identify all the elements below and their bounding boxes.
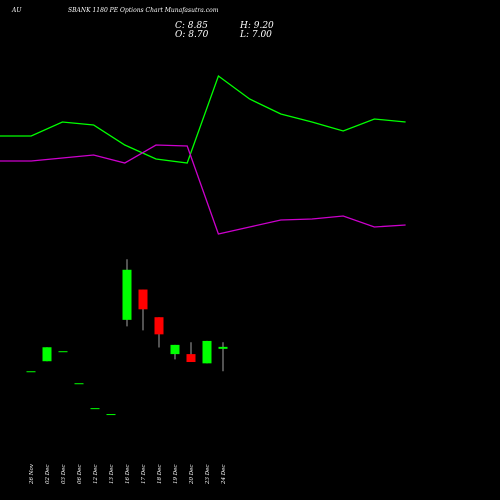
x-tick-label: 23 Dec [205,465,211,486]
x-tick-label: 20 Dec [189,465,195,486]
candle-body [218,346,228,349]
candle-body [186,354,196,363]
indicator-line [0,74,406,164]
x-tick-label: 06 Dec [77,465,83,485]
candle-body [154,317,164,335]
x-tick-label: 12 Dec [93,465,99,485]
candle-body [26,371,36,373]
ohlc-high: H: 9.20 [239,21,274,31]
candle-body [42,347,52,362]
x-tick-label: 03 Dec [61,465,67,485]
x-tick-label: 02 Dec [45,465,51,485]
ohlc-open: O: 8.70 [175,30,209,40]
indicator-line [0,144,406,235]
candle-body [90,408,100,410]
title-left: AU [11,7,22,14]
candle-body [58,351,68,353]
candle-body [202,340,212,364]
chart-title: SBANK 1180 PE Options Chart Munafasutra.… [68,7,219,14]
x-tick-label: 17 Dec [141,465,147,485]
ohlc-low: L: 7.00 [239,30,272,40]
x-tick-label: 26 Nov [29,463,35,485]
x-tick-label: 13 Dec [109,465,115,485]
candle-body [138,289,148,310]
x-tick-label: 19 Dec [173,465,179,485]
candle-body [74,383,84,385]
candle-body [170,344,180,355]
x-tick-label: 24 Dec [221,465,227,486]
x-tick-label: 18 Dec [157,465,163,485]
candle-body [106,414,116,416]
candle-body [122,269,132,320]
x-tick-label: 16 Dec [125,465,131,485]
ohlc-close: C: 8.85 [175,21,208,31]
